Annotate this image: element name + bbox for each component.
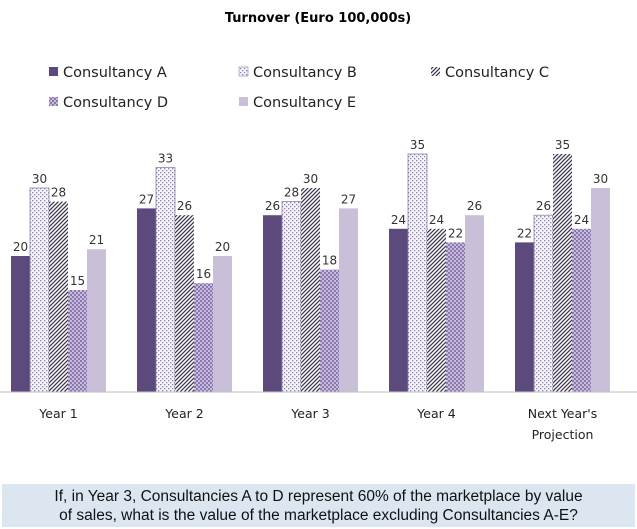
value-label-b-cat-1: 30 — [32, 172, 47, 186]
bar-d-cat-1 — [68, 290, 87, 392]
bar-c-cat-4 — [427, 228, 446, 392]
bar-c-cat-5 — [553, 154, 572, 392]
legend-label-b: Consultancy B — [253, 65, 357, 81]
bar-b-cat-3 — [281, 201, 302, 393]
legend-swatch-a — [49, 67, 58, 76]
value-label-a-cat-1: 20 — [13, 240, 28, 254]
bar-e-cat-5 — [591, 188, 610, 392]
value-label-d-cat-2: 16 — [196, 267, 211, 281]
bar-a-cat-5 — [515, 242, 534, 392]
bar-e-cat-2 — [213, 256, 232, 392]
value-label-b-cat-2: 33 — [158, 152, 173, 166]
bar-d-cat-2 — [194, 283, 213, 392]
category-label-5-line-2: Projection — [532, 427, 594, 442]
value-label-d-cat-4: 22 — [448, 226, 463, 240]
value-label-c-cat-1: 28 — [51, 186, 66, 200]
value-label-e-cat-1: 21 — [89, 233, 104, 247]
bar-b-cat-4 — [407, 153, 428, 393]
category-label-1: Year 1 — [38, 406, 77, 421]
category-label-4: Year 4 — [416, 406, 455, 421]
value-label-a-cat-4: 24 — [391, 213, 406, 227]
bar-d-cat-4 — [446, 242, 465, 392]
value-label-e-cat-2: 20 — [215, 240, 230, 254]
turnover-chart: Turnover (Euro 100,000s) Consultancy A C… — [0, 11, 637, 442]
bar-a-cat-1 — [11, 256, 30, 392]
bar-b-cat-2 — [155, 167, 176, 393]
value-label-c-cat-5: 35 — [555, 138, 570, 152]
bar-d-cat-5 — [572, 228, 591, 392]
bar-b-cat-1 — [29, 187, 50, 393]
bar-e-cat-3 — [339, 208, 358, 392]
bar-a-cat-4 — [389, 228, 408, 392]
bar-c-cat-3 — [301, 188, 320, 392]
legend: Consultancy A Consultancy B Consultancy … — [49, 65, 549, 111]
category-label-2: Year 2 — [164, 406, 203, 421]
bar-a-cat-3 — [263, 215, 282, 392]
bar-b-cat-5 — [533, 214, 554, 393]
value-label-a-cat-2: 27 — [139, 192, 154, 206]
value-label-b-cat-4: 35 — [410, 138, 425, 152]
value-label-c-cat-2: 26 — [177, 199, 192, 213]
value-label-e-cat-5: 30 — [593, 172, 608, 186]
value-label-a-cat-5: 22 — [517, 226, 532, 240]
value-label-e-cat-4: 26 — [467, 199, 482, 213]
bar-a-cat-2 — [137, 208, 156, 392]
value-label-d-cat-3: 18 — [322, 254, 337, 268]
legend-label-e: Consultancy E — [253, 95, 356, 111]
legend-swatch-d — [49, 97, 58, 106]
chart-title: Turnover (Euro 100,000s) — [225, 11, 411, 26]
bar-e-cat-1 — [87, 249, 106, 392]
value-label-d-cat-1: 15 — [70, 274, 85, 288]
bar-e-cat-4 — [465, 215, 484, 392]
value-label-b-cat-3: 28 — [284, 186, 299, 200]
category-label-3: Year 3 — [290, 406, 329, 421]
legend-label-c: Consultancy C — [445, 65, 549, 81]
value-label-d-cat-5: 24 — [574, 213, 589, 227]
question-line-1: If, in Year 3, Consultancies A to D repr… — [54, 488, 583, 505]
value-label-c-cat-3: 30 — [303, 172, 318, 186]
category-label-5-line-1: Next Year's — [528, 406, 598, 421]
question-line-2: of sales, what is the value of the marke… — [59, 507, 578, 524]
value-label-a-cat-3: 26 — [265, 199, 280, 213]
question-box: If, in Year 3, Consultancies A to D repr… — [2, 484, 635, 527]
value-label-c-cat-4: 24 — [429, 213, 444, 227]
legend-label-a: Consultancy A — [63, 65, 167, 81]
legend-swatch-b — [238, 66, 249, 77]
bar-c-cat-2 — [175, 215, 194, 392]
legend-label-d: Consultancy D — [63, 95, 168, 111]
value-label-b-cat-5: 26 — [536, 199, 551, 213]
bar-c-cat-1 — [49, 201, 68, 392]
bar-d-cat-3 — [320, 269, 339, 392]
legend-swatch-c — [431, 67, 440, 76]
legend-swatch-e — [239, 97, 248, 106]
value-label-e-cat-3: 27 — [341, 192, 356, 206]
